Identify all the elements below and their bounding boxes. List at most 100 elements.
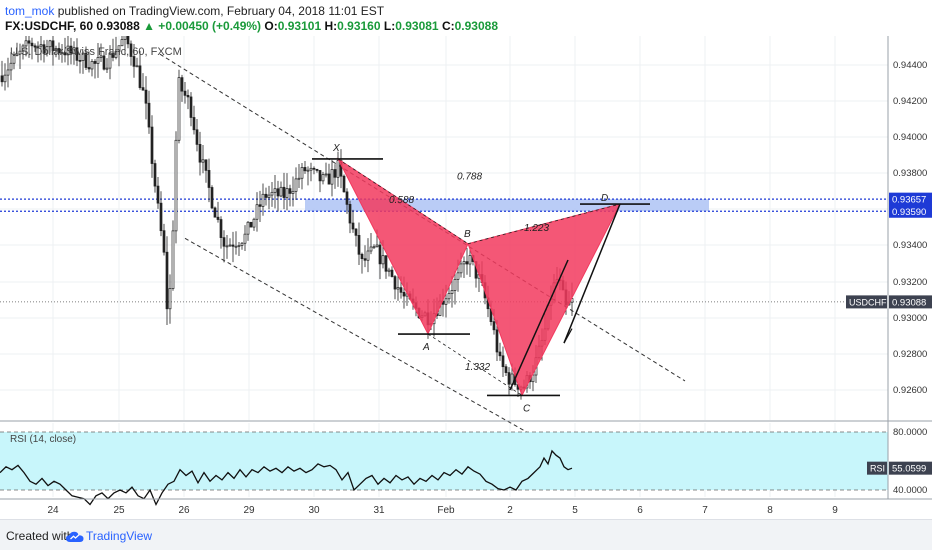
candle-body (57, 48, 61, 54)
symbol-interval: FX:USDCHF, 60 (5, 19, 94, 33)
candle (354, 228, 358, 247)
ratio-label-xb: 0.788 (457, 172, 482, 183)
candle (249, 221, 253, 228)
candle (81, 51, 85, 74)
candle (498, 342, 502, 361)
candle (198, 131, 202, 176)
candle (306, 166, 310, 186)
tradingview-cloud-icon[interactable] (66, 530, 84, 548)
candle (351, 209, 355, 233)
candle (309, 162, 313, 182)
candle (396, 274, 400, 301)
candle (369, 233, 373, 255)
publish-info: tom_mok published on TradingView.com, Fe… (5, 4, 384, 18)
channel-lower-line (184, 237, 581, 463)
candle-body (96, 57, 100, 64)
candle (204, 159, 208, 183)
candle-body (357, 235, 361, 255)
candle-body (444, 298, 448, 305)
ratio-label-xa: 0.588 (389, 195, 414, 206)
candle-body (213, 207, 217, 218)
candle-body (198, 144, 202, 163)
candle-body (72, 47, 76, 54)
candle-body (294, 178, 298, 192)
candle-body (282, 186, 286, 198)
candle-body (396, 287, 400, 290)
candle-body (468, 255, 472, 265)
candle-body (108, 52, 112, 69)
rsi-line (0, 449, 573, 507)
candle (21, 43, 25, 60)
candle (6, 57, 10, 88)
candle-body (138, 65, 142, 88)
candle (210, 185, 214, 210)
candle (84, 46, 88, 71)
candle-body (33, 45, 37, 48)
candle (189, 92, 193, 127)
candle (195, 119, 199, 152)
candle (159, 191, 163, 237)
candle-body (354, 228, 358, 236)
current-price-tag-bg (889, 295, 932, 309)
candle (225, 234, 229, 259)
candle-body (201, 159, 205, 163)
candle-body (27, 40, 31, 44)
candle (312, 166, 316, 175)
point-label-d: D (601, 193, 608, 204)
candle (246, 221, 250, 241)
candle (156, 177, 160, 209)
candle (276, 180, 280, 212)
symbol-tag-bg (846, 295, 887, 309)
candle-body (15, 53, 19, 56)
candle-body (69, 45, 73, 54)
candle-body (324, 173, 328, 176)
candle-body (216, 216, 220, 220)
x-tick-label: 24 (47, 505, 59, 516)
candle-body (111, 52, 115, 58)
point-label-b: B (464, 229, 471, 240)
candle-body (87, 67, 91, 70)
candle-body (330, 169, 334, 185)
candle-body (36, 45, 40, 48)
x-tick-label: 31 (373, 505, 385, 516)
candle-body (6, 69, 10, 76)
candle-body (42, 44, 46, 54)
candle-body (93, 61, 97, 64)
candle-body (465, 261, 469, 265)
candle (285, 173, 289, 211)
candle-body (450, 290, 454, 294)
author-link[interactable]: tom_mok (5, 4, 55, 18)
candle (15, 42, 19, 57)
candle (171, 220, 175, 291)
candle (228, 238, 232, 247)
candle (387, 267, 391, 277)
candle-body (153, 163, 157, 187)
candle (264, 187, 268, 206)
candle (291, 176, 295, 207)
candle-body (279, 186, 283, 197)
candle (12, 51, 16, 70)
candle-body (381, 255, 385, 265)
candle-body (75, 47, 79, 61)
candle (3, 63, 7, 91)
candle-body (183, 90, 187, 96)
candle (357, 222, 361, 266)
candle-body (171, 230, 175, 289)
candle (27, 36, 31, 58)
y-tick-label: 0.94200 (893, 96, 927, 107)
candle-body (177, 77, 181, 141)
candle (132, 44, 136, 78)
x-tick-label: 25 (113, 505, 125, 516)
candle-body (0, 75, 4, 83)
candle-body (240, 242, 244, 246)
projection-tick (563, 328, 573, 344)
candle (216, 201, 220, 223)
candle-body (117, 45, 121, 52)
candle-body (261, 193, 265, 207)
candle (48, 39, 52, 53)
chart-canvas[interactable]: X A B C D 0.588 0.788 1.332 1.223 0.94400 0.94200… (0, 36, 932, 519)
tradingview-brand-link[interactable]: TradingView (86, 529, 153, 543)
ratio-line-xb (337, 158, 469, 245)
x-tick-label: Feb (437, 505, 455, 516)
candle-body (318, 170, 322, 182)
